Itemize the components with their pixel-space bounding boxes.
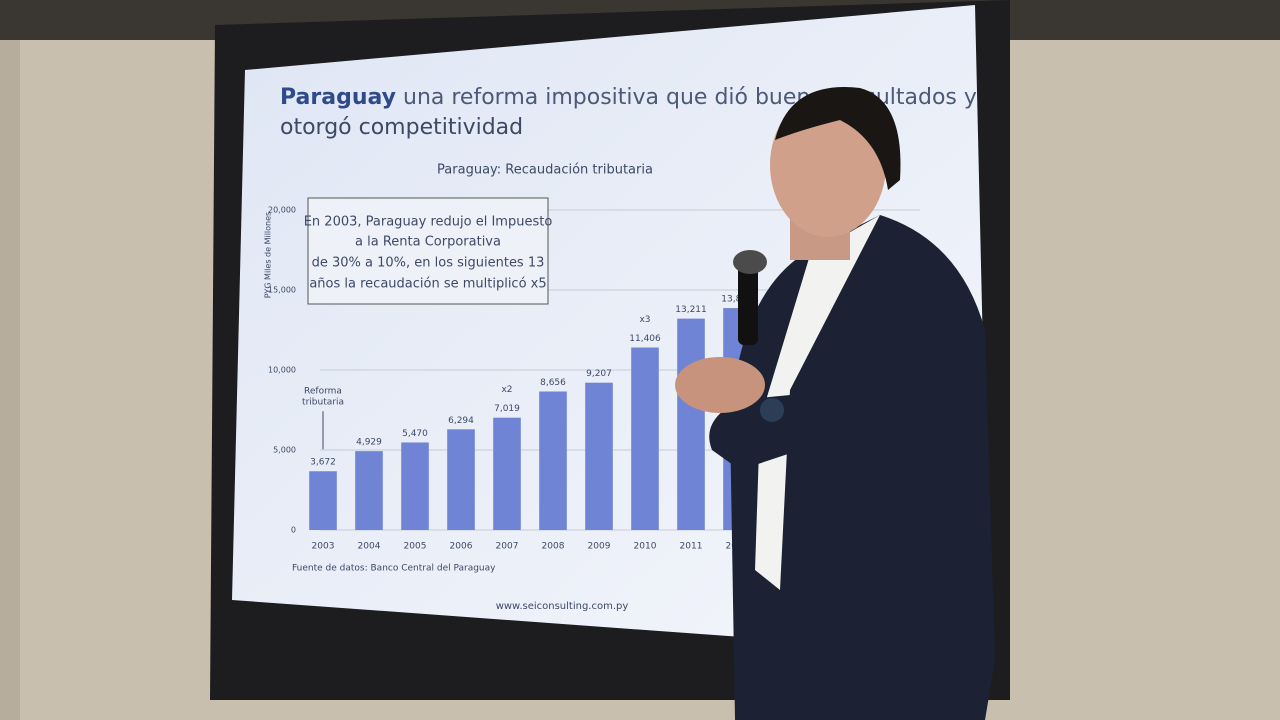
bar	[539, 391, 567, 530]
bar	[631, 347, 659, 530]
slide-title: Paraguay una reforma impositiva que dió …	[280, 85, 977, 110]
x-tick-label: 2010	[634, 542, 657, 552]
annotation: x3	[639, 315, 650, 325]
bar	[677, 318, 705, 530]
y-tick-label: 0	[291, 526, 296, 535]
value-label: 13,211	[675, 305, 707, 315]
wall-edge	[0, 0, 20, 720]
callout-line: a la Renta Corporativa	[355, 235, 501, 250]
x-tick-label: 2007	[496, 542, 519, 552]
x-tick-label: 2003	[312, 542, 335, 552]
x-tick-label: 2004	[358, 542, 381, 552]
value-label: 6,294	[448, 416, 474, 426]
microphone-head	[733, 250, 767, 274]
bar	[447, 429, 475, 530]
callout-line: En 2003, Paraguay redujo el Impuesto	[304, 215, 553, 230]
hand	[675, 357, 765, 413]
x-tick-label: 2006	[450, 542, 473, 552]
annotation: tributaria	[302, 398, 344, 408]
value-label: 11,406	[629, 334, 661, 344]
value-label: 8,656	[540, 378, 566, 388]
value-label: 5,470	[402, 429, 428, 439]
annotation: x2	[501, 385, 512, 395]
y-tick-label: 5,000	[273, 446, 296, 455]
y-tick-label: 20,000	[268, 206, 296, 215]
value-label: 4,929	[356, 438, 382, 448]
x-tick-label: 2011	[680, 542, 703, 552]
value-label: 3,672	[310, 458, 336, 468]
bar	[493, 417, 521, 530]
bar	[401, 442, 429, 530]
y-tick-label: 15,000	[268, 286, 296, 295]
hair	[775, 87, 901, 190]
x-tick-label: 2008	[542, 542, 565, 552]
chart-title: Paraguay: Recaudación tributaria	[437, 163, 653, 178]
x-tick-label: 2005	[404, 542, 427, 552]
y-axis-label: PYG Miles de Millones	[264, 212, 273, 298]
x-tick-label: 2009	[588, 542, 611, 552]
value-label: 9,207	[586, 369, 612, 379]
value-label: 7,019	[494, 404, 520, 414]
annotation: Reforma	[304, 387, 342, 397]
bar	[585, 382, 613, 530]
bar	[355, 451, 383, 530]
speaker	[675, 87, 995, 720]
callout-box	[307, 197, 549, 305]
website: www.seiconsulting.com.py	[496, 601, 629, 612]
value-label: 13,871	[721, 295, 753, 305]
callout-line: de 30% a 10%, en los siguientes 13	[312, 256, 545, 271]
watch	[760, 398, 784, 422]
callout: En 2003, Paraguay redujo el Impuesto a l…	[304, 215, 553, 292]
bar	[309, 471, 337, 530]
callout-line: años la recaudación se multiplicó x5	[309, 277, 546, 292]
microphone	[738, 265, 758, 345]
slide-title-2: otorgó competitividad	[280, 115, 523, 140]
source: Fuente de datos: Banco Central del Parag…	[292, 564, 496, 574]
y-tick-label: 10,000	[268, 366, 296, 375]
